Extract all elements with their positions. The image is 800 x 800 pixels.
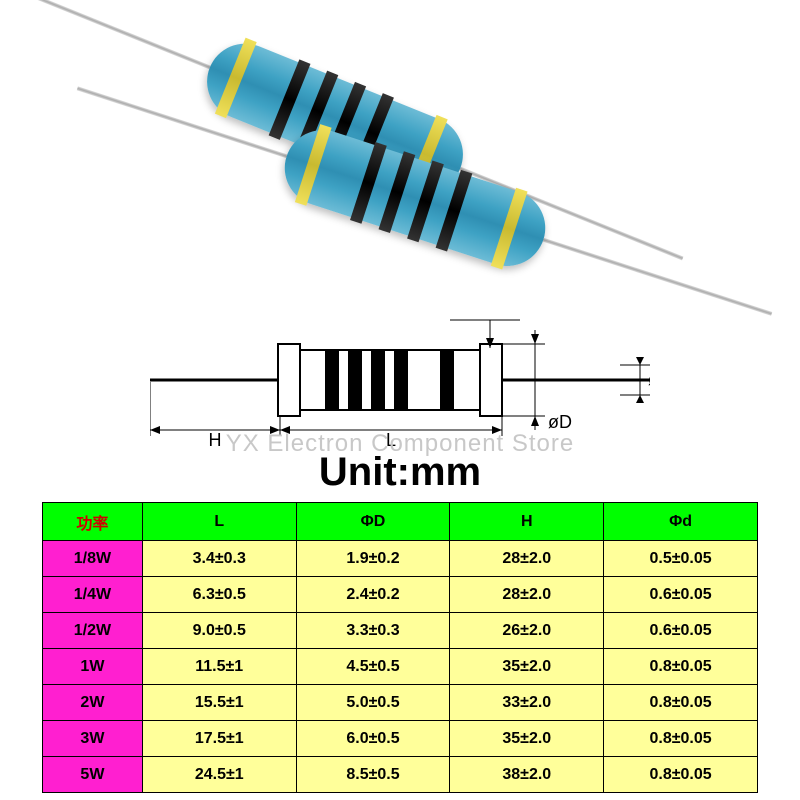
- cell-power: 1/2W: [43, 613, 143, 649]
- table-row: 5W24.5±18.5±0.538±2.00.8±0.05: [43, 757, 758, 793]
- col-Phid: Φd: [604, 503, 758, 541]
- cell-PhiD: 2.4±0.2: [296, 577, 450, 613]
- cell-H: 26±2.0: [450, 613, 604, 649]
- cell-H: 33±2.0: [450, 685, 604, 721]
- cell-L: 6.3±0.5: [142, 577, 296, 613]
- cell-L: 9.0±0.5: [142, 613, 296, 649]
- dimension-diagram: ød H L øD: [150, 310, 650, 450]
- table-row: 1/8W3.4±0.31.9±0.228±2.00.5±0.05: [43, 541, 758, 577]
- col-L: L: [142, 503, 296, 541]
- cell-PhiD: 6.0±0.5: [296, 721, 450, 757]
- product-photo: [0, 0, 800, 300]
- cell-H: 28±2.0: [450, 577, 604, 613]
- label-h: H: [209, 430, 222, 450]
- cell-power: 1/4W: [43, 577, 143, 613]
- cell-H: 35±2.0: [450, 721, 604, 757]
- col-power: 功率: [43, 503, 143, 541]
- cell-L: 17.5±1: [142, 721, 296, 757]
- table-row: 1/2W9.0±0.53.3±0.326±2.00.6±0.05: [43, 613, 758, 649]
- table-row: 3W17.5±16.0±0.535±2.00.8±0.05: [43, 721, 758, 757]
- spec-table: 功率 L ΦD H Φd 1/8W3.4±0.31.9±0.228±2.00.5…: [42, 502, 758, 793]
- cell-H: 35±2.0: [450, 649, 604, 685]
- cell-PhiD: 1.9±0.2: [296, 541, 450, 577]
- cell-PhiD: 8.5±0.5: [296, 757, 450, 793]
- cell-PhiD: 4.5±0.5: [296, 649, 450, 685]
- cell-L: 15.5±1: [142, 685, 296, 721]
- cell-Phid: 0.8±0.05: [604, 685, 758, 721]
- label-l: L: [386, 430, 396, 450]
- label-phid: ød: [648, 369, 650, 389]
- cell-L: 3.4±0.3: [142, 541, 296, 577]
- table-row: 1/4W6.3±0.52.4±0.228±2.00.6±0.05: [43, 577, 758, 613]
- col-H: H: [450, 503, 604, 541]
- cell-Phid: 0.8±0.05: [604, 649, 758, 685]
- unit-label: Unit:mm: [0, 450, 800, 495]
- cell-power: 1W: [43, 649, 143, 685]
- cell-power: 1/8W: [43, 541, 143, 577]
- cell-Phid: 0.8±0.05: [604, 721, 758, 757]
- cell-L: 24.5±1: [142, 757, 296, 793]
- cell-H: 28±2.0: [450, 541, 604, 577]
- cell-power: 3W: [43, 721, 143, 757]
- table-row: 2W15.5±15.0±0.533±2.00.8±0.05: [43, 685, 758, 721]
- table-header-row: 功率 L ΦD H Φd: [43, 503, 758, 541]
- cell-power: 2W: [43, 685, 143, 721]
- cell-PhiD: 3.3±0.3: [296, 613, 450, 649]
- cell-Phid: 0.6±0.05: [604, 577, 758, 613]
- table-row: 1W11.5±14.5±0.535±2.00.8±0.05: [43, 649, 758, 685]
- cell-Phid: 0.8±0.05: [604, 757, 758, 793]
- cell-Phid: 0.6±0.05: [604, 613, 758, 649]
- cell-H: 38±2.0: [450, 757, 604, 793]
- cell-L: 11.5±1: [142, 649, 296, 685]
- label-phiD: øD: [548, 412, 572, 432]
- col-PhiD: ΦD: [296, 503, 450, 541]
- cell-PhiD: 5.0±0.5: [296, 685, 450, 721]
- cell-Phid: 0.5±0.05: [604, 541, 758, 577]
- cell-power: 5W: [43, 757, 143, 793]
